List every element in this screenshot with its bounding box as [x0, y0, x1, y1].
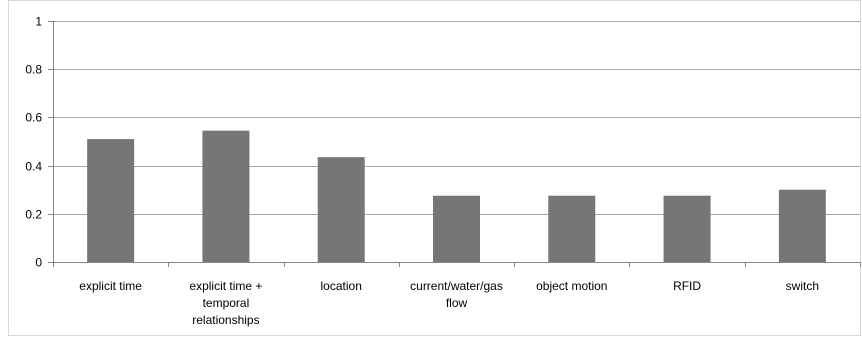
x-category-label: RFID: [673, 279, 701, 293]
x-category-label: explicit time + temporal relationships: [189, 279, 262, 327]
x-category-label: current/water/gas flow: [410, 279, 503, 310]
y-tick-label: 0.4: [25, 160, 42, 174]
y-tick-label: 1: [35, 15, 42, 29]
chart-frame: [8, 0, 861, 336]
x-category-label: location: [321, 279, 362, 293]
bar: [87, 139, 135, 262]
bars: [87, 130, 826, 262]
y-tick-labels: 0 0.2 0.4 0.6 0.8 1: [25, 15, 42, 270]
axes: [48, 21, 861, 267]
x-category-label: switch: [786, 279, 819, 293]
bar: [317, 157, 365, 262]
y-tick-label: 0.6: [25, 111, 42, 125]
y-tick-label: 0: [35, 256, 42, 270]
gridlines: [53, 21, 860, 215]
bar: [433, 195, 480, 262]
bar: [202, 130, 250, 262]
bar: [548, 195, 596, 262]
y-tick-label: 0.2: [25, 208, 42, 222]
bar: [663, 195, 711, 262]
x-category-labels: explicit time explicit time + temporal rela…: [79, 279, 819, 327]
y-tick-label: 0.8: [25, 63, 42, 77]
x-category-label: object motion: [536, 279, 607, 293]
x-category-label: explicit time: [79, 279, 142, 293]
bar: [778, 189, 826, 262]
